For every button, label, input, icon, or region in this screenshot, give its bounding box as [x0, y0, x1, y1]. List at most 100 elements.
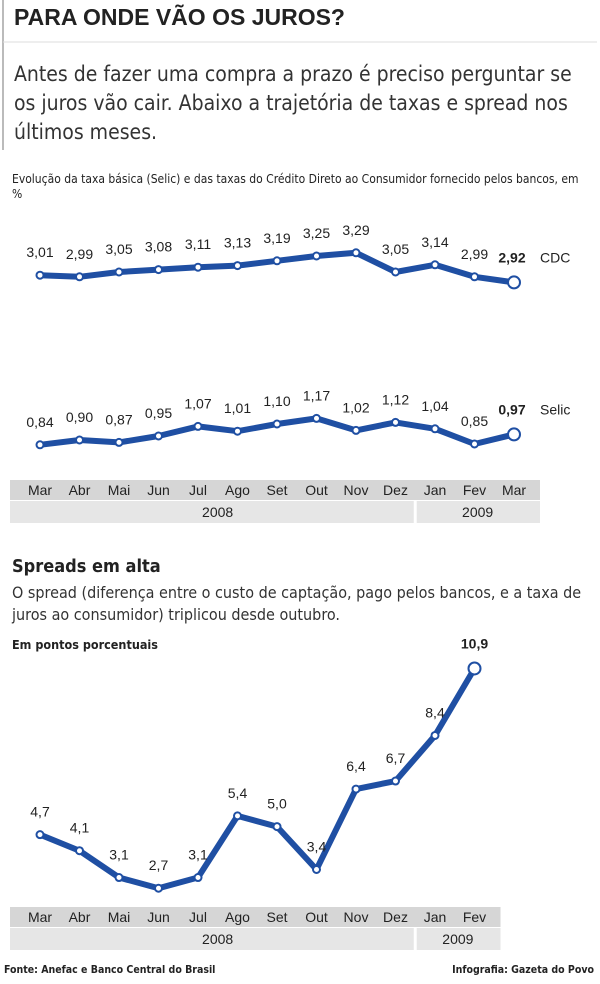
x-tick-label: Mai	[108, 909, 131, 925]
x-tick-label: Ago	[225, 482, 250, 498]
point	[507, 275, 521, 290]
x-tick-label: Abr	[69, 482, 91, 498]
credit: Infografia: Gazeta do Povo	[452, 964, 594, 976]
point	[114, 437, 124, 447]
year-label: 2009	[442, 931, 473, 947]
value-label: 0,97	[498, 401, 525, 417]
point	[470, 272, 479, 282]
value-label: 0,85	[461, 413, 488, 429]
x-tick-label: Mar	[28, 909, 52, 925]
value-label: 0,90	[66, 409, 93, 425]
point	[351, 248, 361, 258]
point	[507, 427, 521, 442]
point	[75, 435, 84, 445]
point	[193, 262, 203, 272]
year-label: 2008	[202, 504, 233, 520]
value-label: 4,7	[30, 804, 50, 820]
point	[470, 439, 479, 449]
point	[351, 425, 361, 435]
point	[233, 426, 242, 436]
year-band	[10, 928, 501, 950]
value-label: 2,7	[149, 857, 169, 873]
value-label: 8,4	[425, 704, 445, 720]
value-label: 1,02	[342, 399, 369, 415]
point	[312, 413, 321, 423]
value-label: 0,95	[145, 405, 172, 421]
point	[193, 421, 203, 431]
x-tick-label: Jan	[424, 909, 447, 925]
value-label: 0,84	[26, 414, 53, 430]
point	[35, 830, 45, 840]
point	[35, 440, 45, 450]
point	[193, 873, 203, 883]
point	[272, 419, 282, 429]
chart-title: Spreads em alta	[12, 556, 161, 577]
value-label: 3,14	[421, 234, 448, 250]
x-tick-label: Jan	[424, 482, 447, 498]
point	[272, 822, 282, 832]
intro: Antes de fazer uma compra a prazo é prec…	[14, 62, 572, 144]
x-tick-label: Mar	[502, 482, 526, 498]
point	[75, 272, 84, 282]
x-tick-label: Set	[266, 909, 287, 925]
value-label: 2,99	[461, 246, 488, 262]
x-axis-band	[10, 907, 501, 927]
point	[351, 784, 361, 794]
chart-subtitle: O spread (diferença entre o custo de cap…	[12, 583, 582, 624]
point	[75, 846, 84, 856]
x-tick-label: Jun	[147, 909, 170, 925]
point	[233, 261, 242, 271]
value-label: 5,4	[228, 785, 248, 801]
x-tick-label: Fev	[463, 482, 486, 498]
value-label: 3,1	[109, 847, 129, 863]
value-label: 3,01	[26, 244, 53, 260]
value-label: 3,29	[342, 222, 369, 238]
value-label: 2,99	[66, 246, 93, 262]
value-label: 3,25	[303, 225, 330, 241]
point	[391, 267, 400, 277]
point	[430, 730, 440, 740]
x-tick-label: Out	[305, 482, 328, 498]
point	[391, 776, 400, 786]
value-label: 3,05	[105, 241, 132, 257]
source: Fonte: Anefac e Banco Central do Brasil	[4, 964, 216, 976]
value-label: 3,1	[188, 847, 208, 863]
value-label: 1,12	[382, 391, 409, 407]
value-label: 1,01	[224, 400, 251, 416]
x-tick-label: Jul	[189, 482, 207, 498]
series-name: CDC	[540, 249, 570, 265]
value-label: 3,08	[145, 239, 172, 255]
value-label: 3,05	[382, 241, 409, 257]
unit-label: Em pontos porcentuais	[12, 637, 158, 652]
value-label: 6,7	[386, 750, 406, 766]
value-label: 3,19	[263, 230, 290, 246]
value-label: 1,07	[184, 395, 211, 411]
title: PARA ONDE VÃO OS JUROS?	[14, 4, 345, 30]
x-tick-label: Jun	[147, 482, 170, 498]
point	[312, 864, 321, 874]
value-label: 1,17	[303, 387, 330, 403]
x-tick-label: Fev	[463, 909, 486, 925]
x-tick-label: Mar	[28, 482, 52, 498]
x-tick-label: Jul	[189, 909, 207, 925]
point	[467, 661, 482, 676]
point	[312, 251, 321, 261]
point	[114, 873, 124, 883]
x-tick-label: Set	[266, 482, 287, 498]
point	[154, 265, 163, 275]
chart-subtitle: Evolução da taxa básica (Selic) e das ta…	[12, 172, 579, 201]
point	[430, 424, 440, 434]
x-tick-label: Ago	[225, 909, 250, 925]
value-label: 2,92	[498, 249, 525, 265]
value-label: 3,4	[307, 838, 327, 854]
year-label: 2009	[462, 504, 493, 520]
x-axis-band	[10, 480, 540, 500]
value-label: 4,1	[70, 820, 90, 836]
point	[35, 270, 45, 280]
series-name: Selic	[540, 401, 570, 417]
point	[430, 260, 440, 270]
year-band	[10, 501, 540, 523]
x-tick-label: Nov	[344, 482, 369, 498]
